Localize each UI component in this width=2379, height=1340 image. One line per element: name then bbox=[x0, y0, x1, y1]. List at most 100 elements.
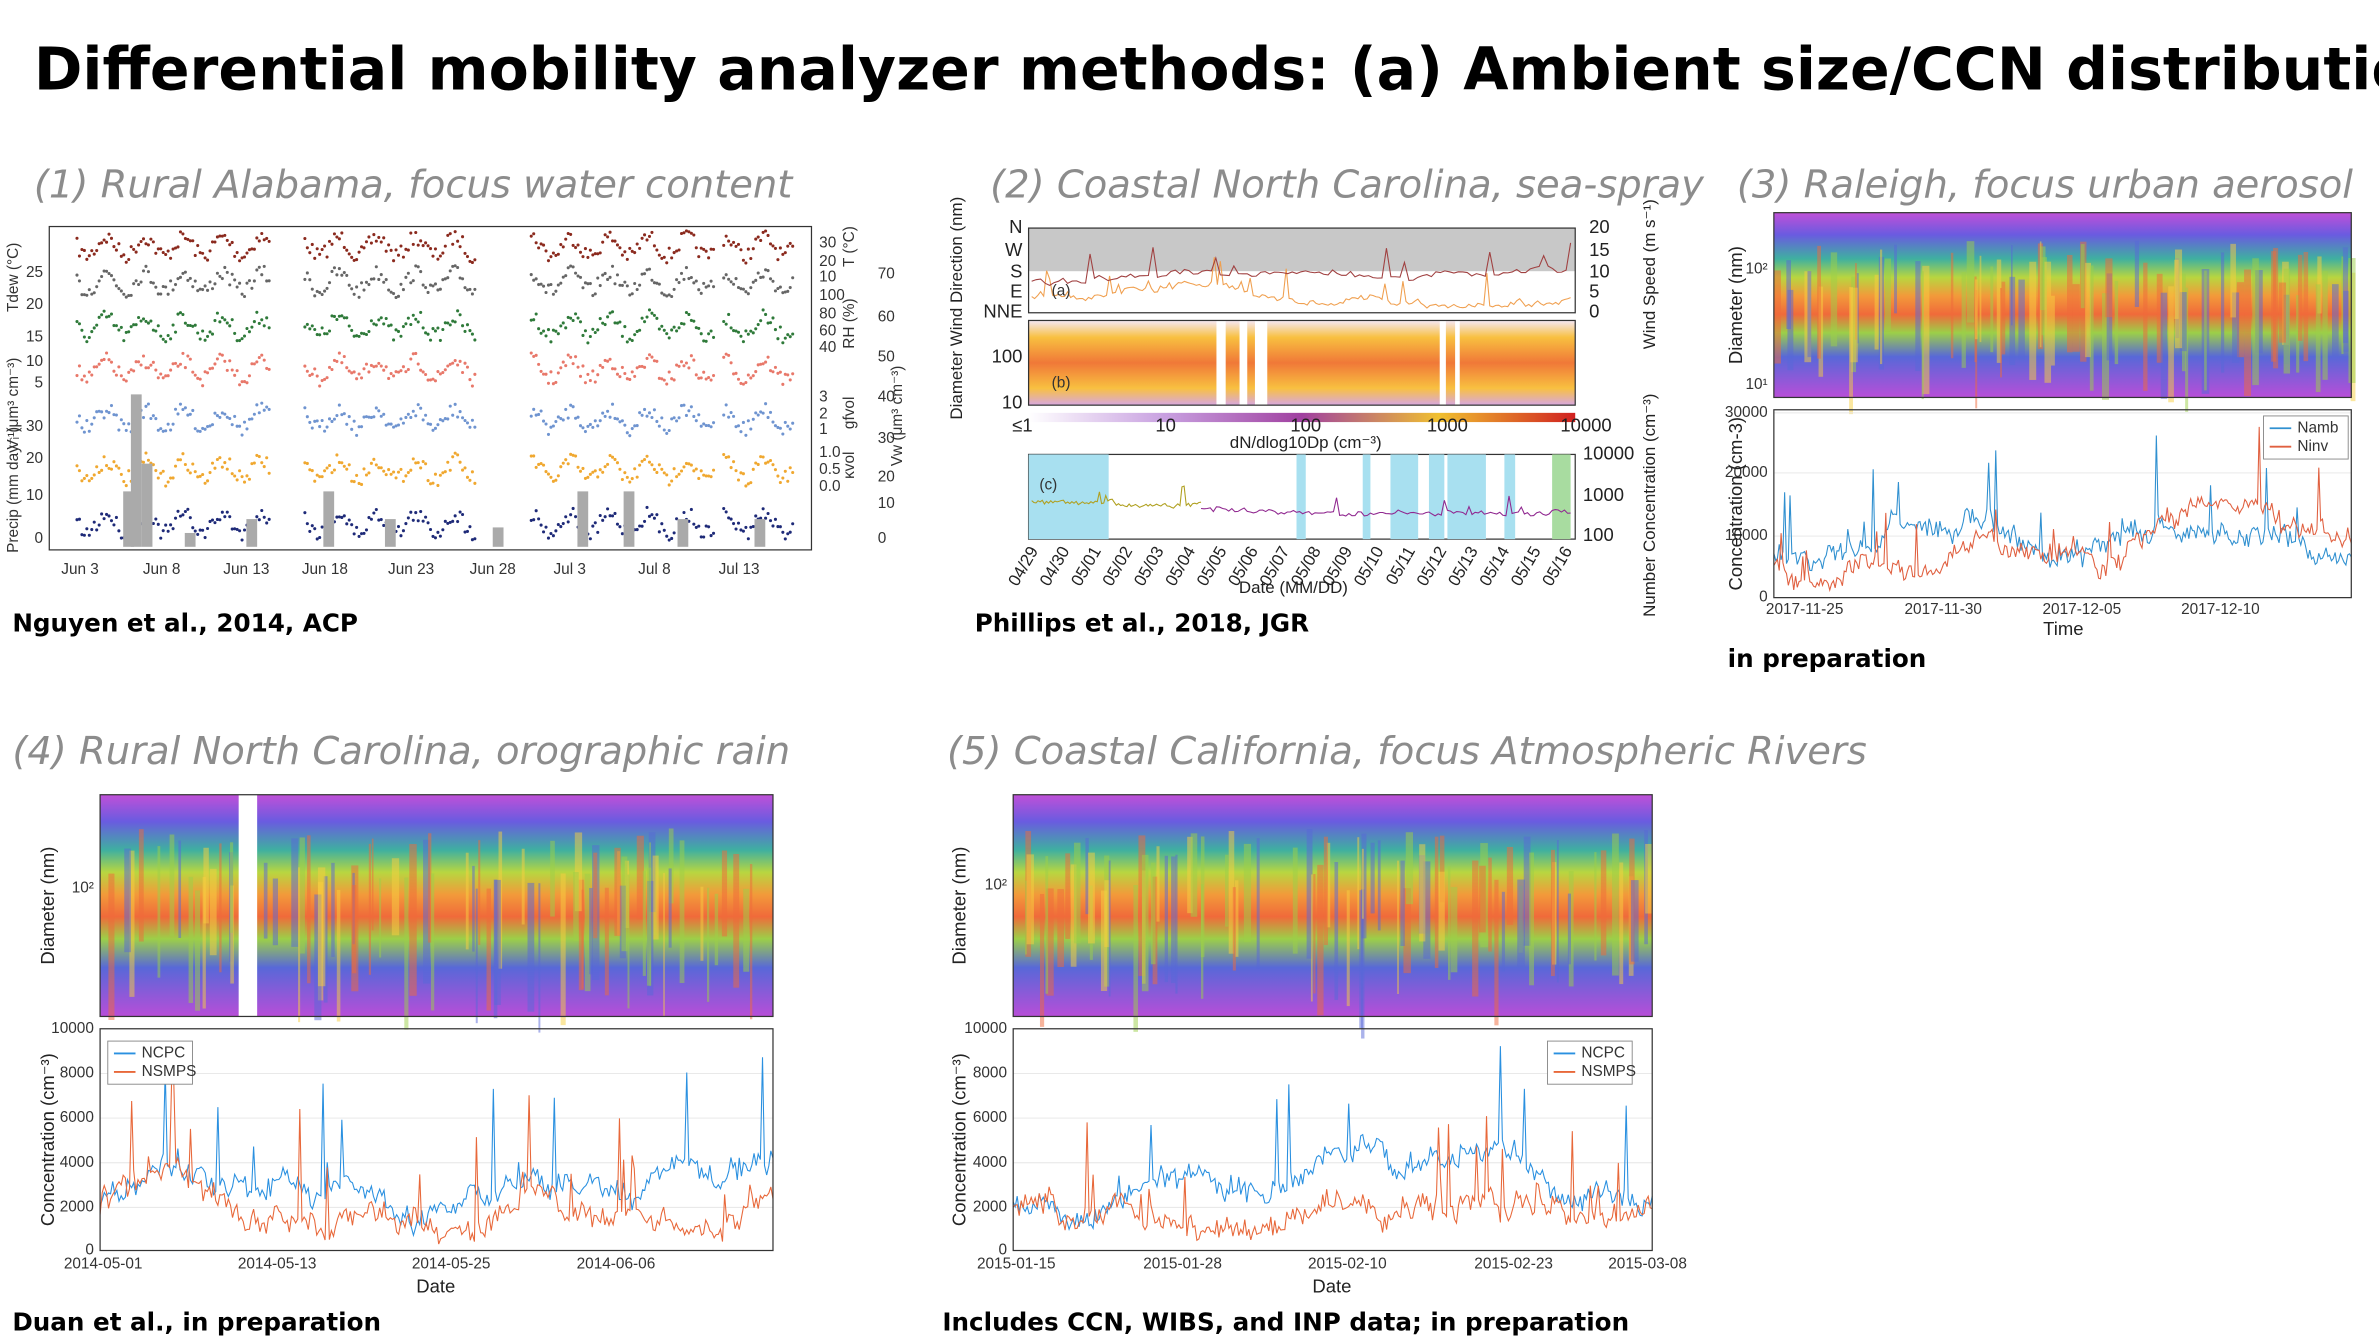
scatter-dot bbox=[154, 517, 158, 521]
scatter-dot bbox=[657, 376, 661, 380]
scatter-dot bbox=[684, 361, 688, 365]
scatter-dot bbox=[724, 352, 728, 356]
heatmap-texture bbox=[2232, 292, 2240, 363]
scatter-dot bbox=[377, 235, 381, 239]
scatter-dot bbox=[345, 522, 349, 526]
series-line bbox=[99, 1078, 774, 1245]
scatter-dot bbox=[739, 471, 743, 475]
scatter-dot bbox=[87, 254, 91, 258]
scatter-dot bbox=[771, 244, 775, 248]
x-tick-label: Jul 3 bbox=[553, 561, 585, 578]
scatter-dot bbox=[689, 318, 693, 322]
scatter-dot bbox=[92, 326, 96, 330]
scatter-dot bbox=[704, 339, 708, 343]
scatter-dot bbox=[396, 253, 401, 257]
scatter-dot bbox=[80, 328, 84, 332]
scatter-dot bbox=[257, 239, 261, 243]
scatter-dot bbox=[127, 370, 131, 374]
scatter-dot bbox=[578, 250, 583, 254]
scatter-dot bbox=[571, 265, 575, 269]
heatmap-texture bbox=[1156, 846, 1160, 922]
scatter-dot bbox=[100, 313, 104, 317]
scatter-dot bbox=[529, 518, 533, 522]
scatter-dot bbox=[100, 274, 104, 279]
legend-box bbox=[2263, 415, 2349, 460]
scatter-dot bbox=[781, 252, 785, 256]
scatter-dot bbox=[781, 341, 785, 345]
scatter-dot bbox=[161, 284, 165, 289]
scatter-dot bbox=[424, 462, 428, 466]
scatter-dot bbox=[240, 292, 244, 296]
scatter-dot bbox=[665, 431, 669, 435]
scatter-dot bbox=[233, 373, 237, 377]
y2-tick-label: 10 bbox=[819, 268, 836, 285]
scatter-dot bbox=[340, 231, 344, 235]
scatter-dot bbox=[191, 324, 195, 328]
scatter-dot bbox=[610, 514, 615, 518]
scatter-dot bbox=[749, 329, 753, 333]
scatter-dot bbox=[684, 266, 688, 270]
scatter-dot bbox=[238, 529, 242, 533]
scatter-dot bbox=[230, 423, 234, 427]
scatter-dot bbox=[337, 237, 341, 241]
scatter-dot bbox=[100, 512, 104, 516]
scatter-dot bbox=[581, 426, 585, 430]
scatter-dot bbox=[114, 248, 118, 252]
axes-frame bbox=[1027, 227, 1576, 314]
scatter-dot bbox=[628, 293, 632, 297]
scatter-dot bbox=[734, 244, 738, 248]
scatter-dot bbox=[465, 421, 470, 425]
scatter-dot bbox=[596, 530, 600, 534]
scatter-dot bbox=[230, 472, 234, 476]
scatter-dot bbox=[347, 369, 351, 373]
scatter-dot bbox=[613, 457, 617, 461]
heatmap-texture bbox=[2348, 258, 2356, 383]
scatter-dot bbox=[692, 233, 696, 237]
scatter-dot bbox=[355, 334, 359, 338]
scatter-dot bbox=[357, 334, 361, 338]
scatter-dot bbox=[220, 234, 224, 238]
scatter-dot bbox=[603, 322, 607, 327]
scatter-dot bbox=[791, 470, 795, 475]
scatter-dot bbox=[109, 360, 114, 364]
scatter-dot bbox=[446, 364, 450, 368]
scatter-dot bbox=[647, 353, 652, 357]
heatmap-texture bbox=[2341, 256, 2344, 355]
scatter-dot bbox=[181, 452, 185, 456]
scatter-dot bbox=[191, 462, 195, 466]
scatter-dot bbox=[608, 453, 612, 458]
scatter-dot bbox=[382, 523, 386, 527]
heatmap-texture bbox=[209, 868, 217, 956]
heatmap-texture bbox=[1400, 860, 1405, 947]
scatter-dot bbox=[749, 286, 753, 290]
scatter-dot bbox=[233, 474, 237, 478]
scatter-dot bbox=[623, 325, 627, 329]
heatmap-texture bbox=[1310, 874, 1313, 1002]
scatter-dot bbox=[347, 463, 351, 467]
scatter-dot bbox=[756, 322, 760, 327]
scatter-dot bbox=[628, 337, 632, 341]
scatter-dot bbox=[791, 276, 795, 280]
scatter-dot bbox=[456, 453, 460, 457]
heatmap-texture bbox=[1065, 853, 1071, 939]
scatter-dot bbox=[566, 416, 570, 420]
scatter-dot bbox=[384, 278, 388, 282]
scatter-dot bbox=[603, 233, 607, 237]
scatter-dot bbox=[100, 410, 104, 414]
scatter-dot bbox=[247, 417, 251, 421]
scatter-dot bbox=[95, 285, 99, 289]
scatter-dot bbox=[260, 461, 264, 465]
scatter-dot bbox=[392, 292, 396, 296]
scatter-dot bbox=[694, 419, 698, 423]
scatter-dot bbox=[431, 428, 435, 432]
scatter-dot bbox=[677, 248, 681, 252]
heatmap-texture bbox=[1039, 894, 1045, 1027]
scatter-dot bbox=[233, 331, 237, 335]
scatter-dot bbox=[320, 379, 324, 383]
scatter-dot bbox=[564, 237, 568, 241]
scatter-dot bbox=[556, 252, 560, 256]
scatter-dot bbox=[598, 468, 602, 472]
scatter-dot bbox=[350, 328, 354, 332]
gap bbox=[238, 794, 258, 1017]
colorbar-tick-label: 10 bbox=[1155, 415, 1176, 436]
